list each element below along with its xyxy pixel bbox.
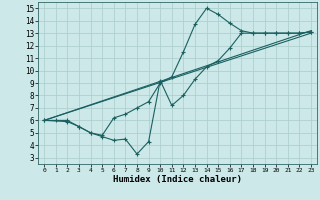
X-axis label: Humidex (Indice chaleur): Humidex (Indice chaleur) [113, 175, 242, 184]
